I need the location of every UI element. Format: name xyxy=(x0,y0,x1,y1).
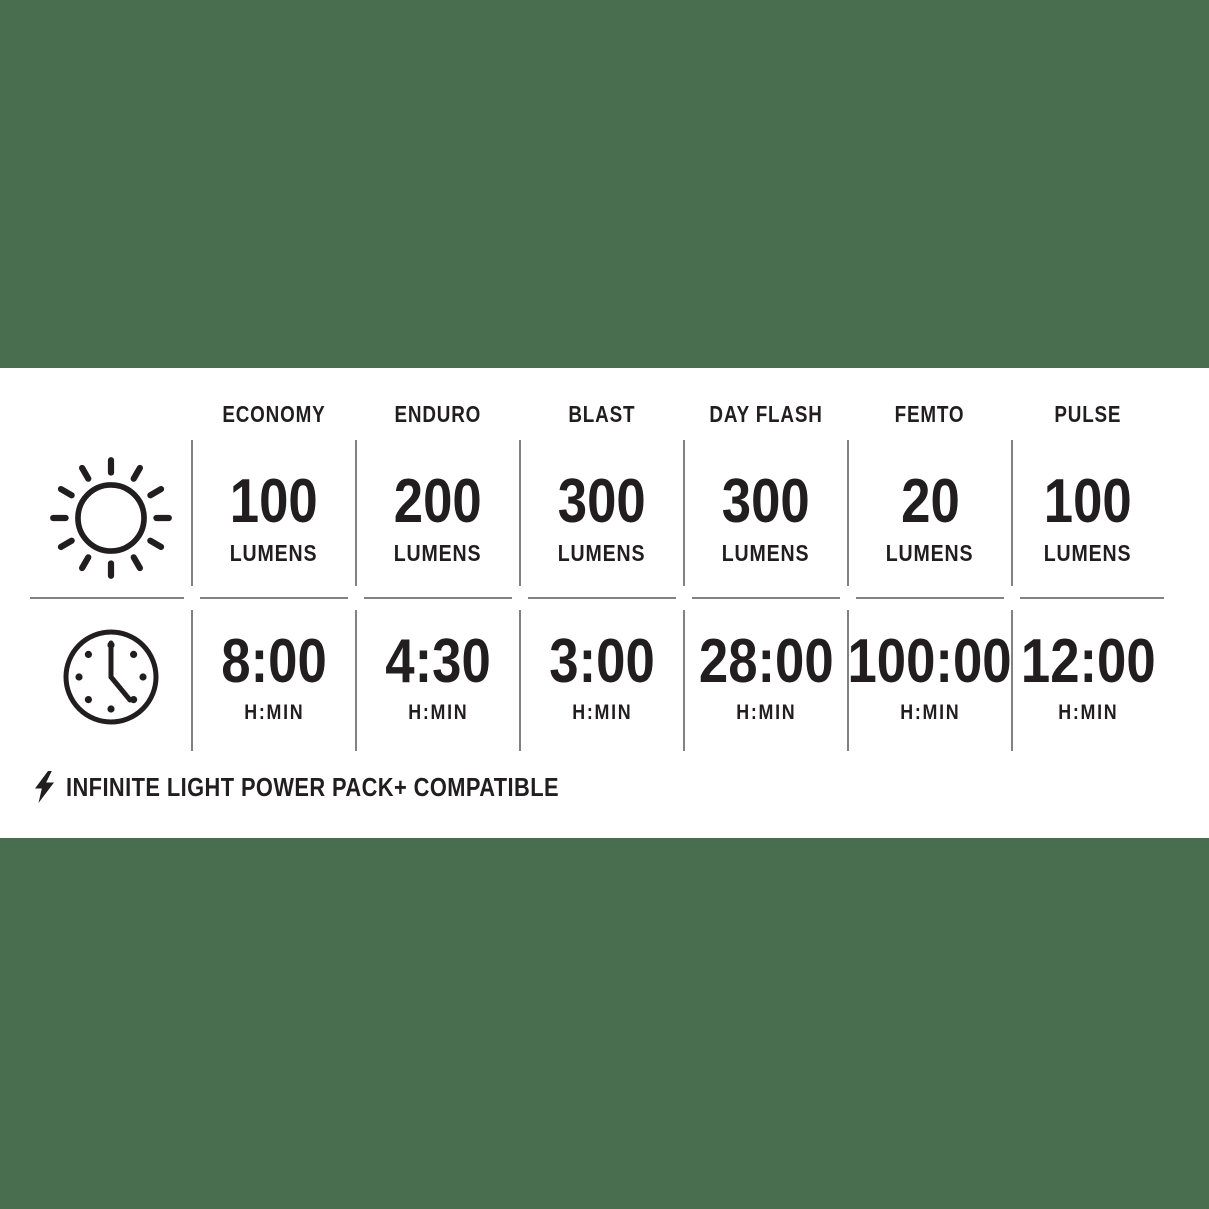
runtime-value-femto: 100:00 H:MIN xyxy=(847,597,1013,755)
runtime-unit-label: H:MIN xyxy=(407,700,469,724)
runtime-value-economy: 8:00 H:MIN xyxy=(191,597,356,755)
runtime-number: 100:00 xyxy=(847,626,1013,696)
runtime-number: 3:00 xyxy=(549,626,655,696)
runtime-number: 28:00 xyxy=(698,626,834,696)
column-header-label: ENDURO xyxy=(394,401,482,427)
runtime-unit-label: H:MIN xyxy=(899,700,961,724)
column-header-label: ECONOMY xyxy=(222,401,326,427)
column-header-label: DAY FLASH xyxy=(709,401,823,427)
lumens-unit-label: LUMENS xyxy=(1044,540,1132,566)
lumens-value-day-flash: 300 LUMENS xyxy=(683,438,848,598)
runtime-number: 12:00 xyxy=(1020,626,1156,696)
clock-icon xyxy=(63,629,159,724)
lumens-unit-label: LUMENS xyxy=(722,540,810,566)
header-spacer xyxy=(30,368,192,438)
footer-note-text: INFINITE LIGHT POWER PACK+ COMPATIBLE xyxy=(66,772,559,802)
lumens-number: 200 xyxy=(394,467,482,536)
column-header-pulse: PULSE xyxy=(1012,368,1164,438)
column-header-enduro: ENDURO xyxy=(356,368,520,438)
column-header-label: FEMTO xyxy=(895,401,965,427)
top-banner xyxy=(0,0,1209,368)
sun-icon xyxy=(50,457,172,579)
spec-table: ECONOMY ENDURO BLAST DAY FLASH FEMTO PUL… xyxy=(30,368,1164,755)
runtime-value-enduro: 4:30 H:MIN xyxy=(355,597,520,755)
footer-note: INFINITE LIGHT POWER PACK+ COMPATIBLE xyxy=(35,770,653,804)
lumens-unit-label: LUMENS xyxy=(886,540,974,566)
lumens-value-femto: 20 LUMENS xyxy=(847,438,1012,598)
lumens-number: 100 xyxy=(1044,467,1132,536)
runtime-unit-label: H:MIN xyxy=(1057,700,1119,724)
lumens-number: 100 xyxy=(230,467,318,536)
lumens-value-economy: 100 LUMENS xyxy=(191,438,356,598)
column-header-day-flash: DAY FLASH xyxy=(684,368,848,438)
column-header-femto: FEMTO xyxy=(848,368,1012,438)
column-header-economy: ECONOMY xyxy=(192,368,356,438)
column-header-label: BLAST xyxy=(568,401,636,427)
lumens-unit-label: LUMENS xyxy=(558,540,646,566)
runtime-unit-label: H:MIN xyxy=(243,700,305,724)
lumens-number: 300 xyxy=(722,467,810,536)
lumens-number: 20 xyxy=(900,467,960,536)
lumens-unit-label: LUMENS xyxy=(230,540,318,566)
lumens-value-pulse: 100 LUMENS xyxy=(1011,438,1164,598)
column-header-blast: BLAST xyxy=(520,368,684,438)
runtime-unit-label: H:MIN xyxy=(571,700,633,724)
lumens-number: 300 xyxy=(558,467,646,536)
bottom-banner xyxy=(0,838,1209,1209)
runtime-value-blast: 3:00 H:MIN xyxy=(519,597,684,755)
lumens-value-blast: 300 LUMENS xyxy=(519,438,684,598)
runtime-value-pulse: 12:00 H:MIN xyxy=(1011,597,1164,755)
runtime-unit-label: H:MIN xyxy=(735,700,797,724)
lumens-unit-label: LUMENS xyxy=(394,540,482,566)
runtime-value-day-flash: 28:00 H:MIN xyxy=(683,597,848,755)
lightning-bolt-icon xyxy=(35,771,54,803)
runtime-number: 4:30 xyxy=(385,626,491,696)
runtime-row-icon-cell xyxy=(30,597,192,755)
runtime-number: 8:00 xyxy=(221,626,327,696)
lumens-value-enduro: 200 LUMENS xyxy=(355,438,520,598)
brightness-row-icon-cell xyxy=(30,438,192,598)
column-header-label: PULSE xyxy=(1054,401,1122,427)
